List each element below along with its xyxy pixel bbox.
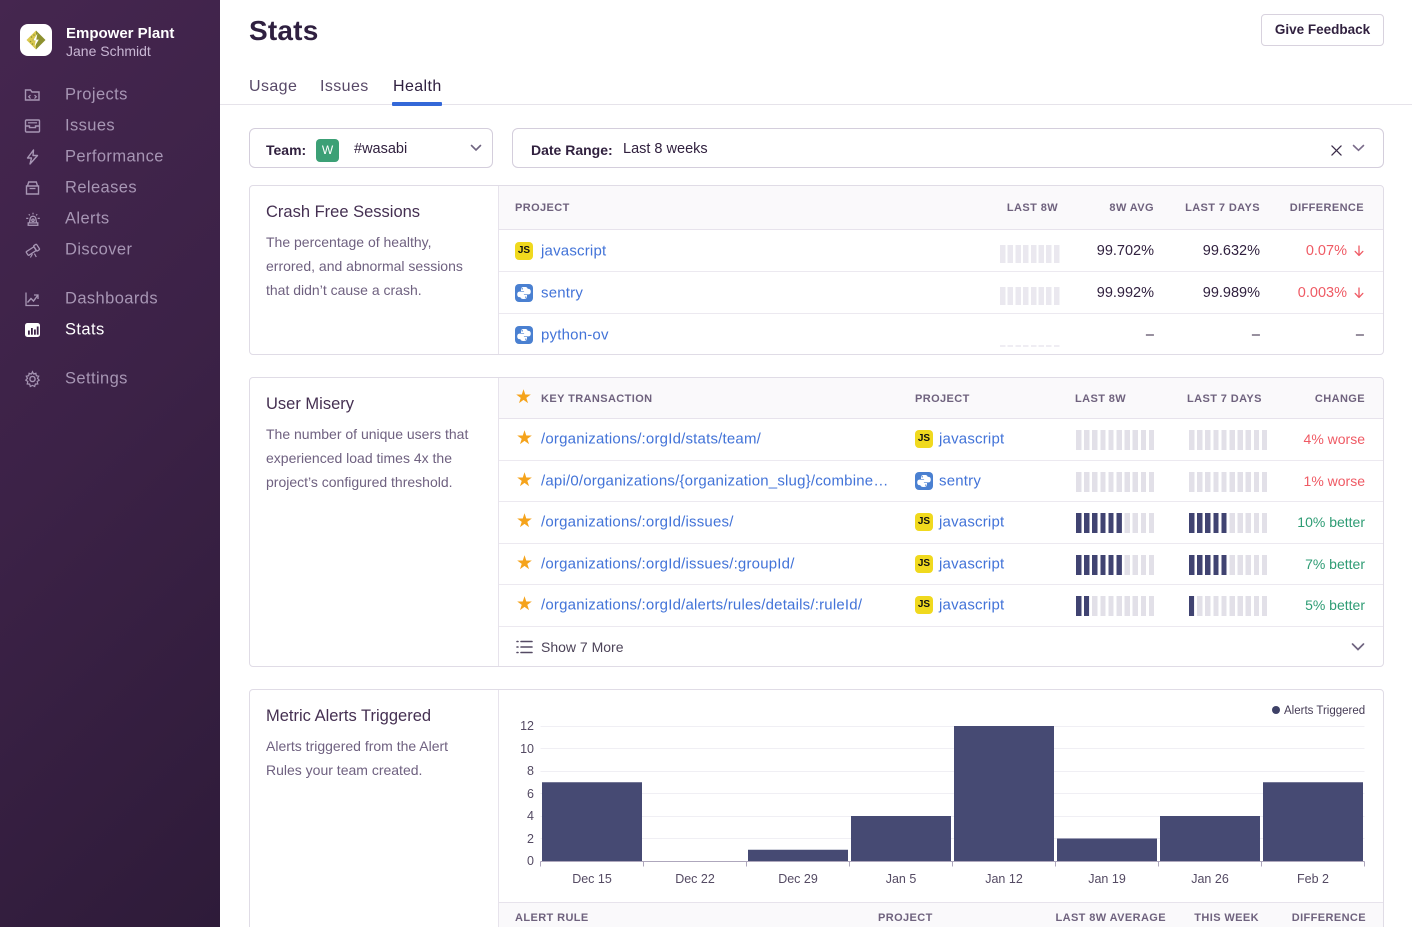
svg-text:Dec 29: Dec 29 xyxy=(778,872,818,886)
svg-text:8: 8 xyxy=(527,764,534,778)
svg-text:2: 2 xyxy=(527,832,534,846)
svg-text:Jan 26: Jan 26 xyxy=(1191,872,1229,886)
svg-text:Dec 15: Dec 15 xyxy=(572,872,612,886)
svg-text:0: 0 xyxy=(527,854,534,868)
svg-text:12: 12 xyxy=(520,719,534,733)
svg-text:Jan 12: Jan 12 xyxy=(985,872,1023,886)
svg-text:Feb 2: Feb 2 xyxy=(1297,872,1329,886)
svg-text:Alerts Triggered: Alerts Triggered xyxy=(1284,705,1365,717)
svg-text:10: 10 xyxy=(520,742,534,756)
svg-text:Dec 22: Dec 22 xyxy=(675,872,715,886)
svg-text:6: 6 xyxy=(527,787,534,801)
svg-text:Jan 19: Jan 19 xyxy=(1088,872,1126,886)
svg-text:4: 4 xyxy=(527,809,534,823)
svg-text:Jan 5: Jan 5 xyxy=(886,872,917,886)
